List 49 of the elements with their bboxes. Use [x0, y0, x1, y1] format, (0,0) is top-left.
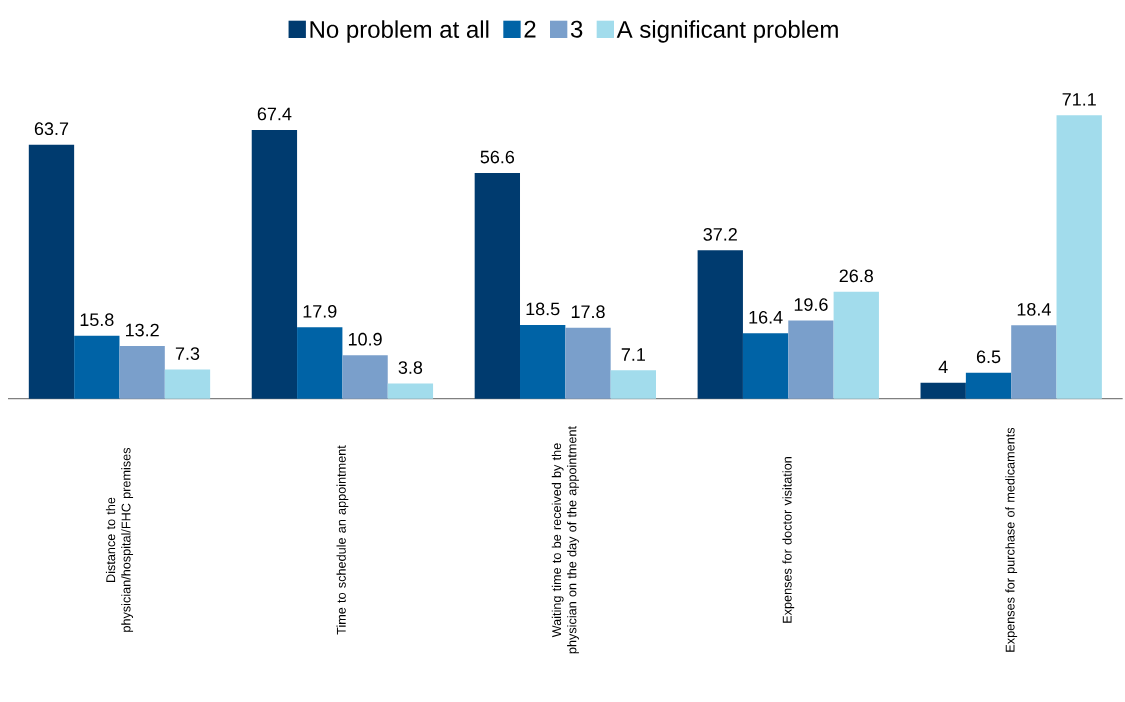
bar [697, 250, 743, 399]
bar [742, 333, 789, 399]
bar [164, 369, 211, 399]
bar [251, 129, 298, 399]
data-label: 16.4 [749, 310, 783, 324]
data-label: 71.1 [1062, 93, 1096, 106]
legend-label: No problem at all [310, 20, 489, 43]
data-label: 19.6 [794, 298, 828, 311]
bar [119, 346, 165, 399]
bar [788, 320, 834, 399]
data-label: 7.1 [621, 348, 645, 361]
x-tick-label: Distance to the physician/hospital/FHC premises [105, 447, 134, 632]
legend-label: 3 [570, 20, 583, 38]
data-label: 37.2 [703, 228, 737, 241]
legend-label: 2 [524, 20, 536, 38]
bar [965, 372, 1012, 399]
bar [28, 144, 75, 399]
bar [474, 172, 520, 399]
data-label: 10.9 [348, 332, 382, 346]
data-label: 6.5 [976, 350, 1001, 364]
bar [1011, 325, 1057, 399]
bar [342, 355, 388, 399]
x-tick-label: Waiting time to be received by the physician on the day of the appointment [551, 426, 579, 654]
bar [565, 327, 611, 399]
x-tick-label: Expenses for purchase of medicaments [1005, 427, 1018, 652]
bar [520, 324, 566, 399]
data-label: 56.6 [480, 150, 515, 164]
data-label: 18.4 [1017, 302, 1051, 316]
x-tick-label: Expenses for doctor visitation [782, 457, 795, 623]
data-label: 18.5 [526, 302, 560, 316]
data-label: 17.8 [571, 305, 605, 319]
data-label: 7.3 [175, 347, 200, 360]
bar [920, 382, 966, 399]
bar [297, 327, 343, 399]
data-label: 3.8 [398, 361, 423, 374]
bar [387, 383, 434, 399]
bar [610, 370, 657, 399]
data-label: 15.8 [80, 313, 114, 327]
data-label: 13.2 [126, 323, 159, 337]
bar [1056, 115, 1102, 399]
x-tick-label: Time to schedule an appointment [336, 445, 349, 635]
data-label: 67.4 [257, 107, 292, 121]
data-label: 4 [938, 360, 948, 374]
bar [833, 291, 879, 399]
data-label: 63.7 [34, 122, 69, 136]
legend-label: A significant problem [616, 20, 838, 43]
data-label: 17.9 [303, 304, 337, 318]
bar [74, 335, 120, 399]
data-label: 26.8 [839, 269, 873, 283]
